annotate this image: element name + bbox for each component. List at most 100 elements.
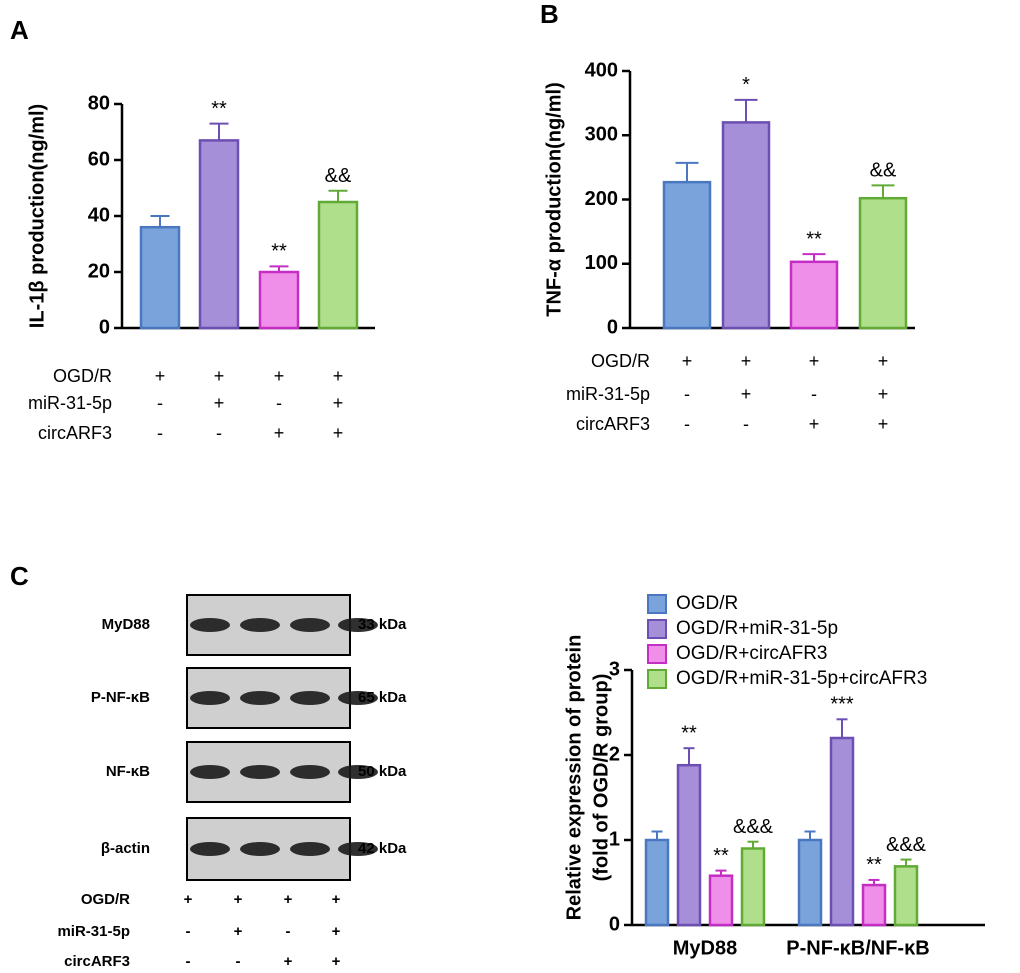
blot-band [190,618,230,632]
bar [858,196,908,330]
condition-sign: + [333,366,344,386]
condition-sign: + [332,953,341,970]
blot-size-label: 50 kDa [358,763,407,780]
condition-sign: + [878,351,889,371]
annotation: ** [681,722,697,744]
condition-label: circARF3 [64,953,130,970]
condition-sign: - [743,414,749,434]
blot-band [338,691,378,705]
blot-band [338,618,378,632]
blot-size-label: 65 kDa [358,689,407,706]
annotation: ** [713,845,729,867]
annotation: ** [211,98,227,120]
blot-band [338,765,378,779]
annotation: ** [271,241,287,263]
condition-sign: - [186,953,191,970]
blot-band [240,691,280,705]
condition-sign: + [333,393,344,413]
bar [662,180,712,330]
y-axis-label: (fold of OGD/R group) [590,674,612,882]
bar [861,883,887,927]
annotation: ** [806,228,822,250]
bar [829,736,855,927]
bar [139,225,181,330]
annotation: && [870,160,897,182]
blot-row-label: NF-κB [106,763,150,780]
condition-label: miR-31-5p [28,393,112,413]
bar [797,838,823,927]
condition-sign: + [682,351,693,371]
x-tick-label: P-NF-κB/NF-κB [786,937,929,959]
y-tick-label: 0 [607,316,618,338]
condition-label: circARF3 [38,423,112,443]
condition-sign: + [878,384,889,404]
panel-label: B [540,0,559,29]
panel-label: C [10,561,29,591]
condition-sign: + [284,891,293,908]
condition-sign: - [157,393,163,413]
condition-label: OGD/R [81,891,130,908]
annotation: ** [866,854,882,876]
y-tick-label: 0 [609,913,620,935]
blot-band [290,691,330,705]
blot-band [190,691,230,705]
y-tick-label: 300 [585,124,618,146]
condition-sign: + [284,953,293,970]
legend-label: OGD/R+miR-31-5p+circAFR3 [676,668,927,689]
condition-label: circARF3 [576,414,650,434]
y-axis-label: IL-1β production(ng/ml) [26,104,48,328]
blot-row-label: P-NF-κB [91,689,150,706]
y-tick-label: 2 [609,743,620,765]
condition-sign: + [809,414,820,434]
y-tick-label: 40 [88,204,110,226]
blot-row-label: β-actin [101,840,150,857]
y-tick-label: 0 [99,316,110,338]
condition-sign: + [274,366,285,386]
y-axis-label: Relative expression of protein [563,635,585,921]
y-axis-label: TNF-α production(ng/ml) [543,82,565,316]
blot-band [290,765,330,779]
y-tick-label: 20 [88,260,110,282]
y-tick-label: 200 [585,188,618,210]
legend-swatch [647,619,667,639]
condition-sign: + [214,393,225,413]
legend-swatch [647,594,667,614]
condition-sign: + [741,351,752,371]
annotation: && [325,165,352,187]
condition-sign: + [809,351,820,371]
bar [198,139,240,330]
bar [893,865,919,927]
condition-sign: - [236,953,241,970]
condition-sign: - [186,923,191,940]
condition-sign: + [234,891,243,908]
condition-sign: - [811,384,817,404]
blot-band [290,842,330,856]
y-tick-label: 400 [585,59,618,81]
bar [789,260,839,330]
condition-sign: - [276,393,282,413]
annotation: &&& [733,816,774,838]
condition-label: miR-31-5p [566,384,650,404]
y-tick-label: 3 [609,658,620,680]
condition-sign: + [214,366,225,386]
blot-size-label: 42 kDa [358,840,407,857]
legend-swatch [647,644,667,664]
condition-sign: + [332,891,341,908]
bar [740,847,766,927]
condition-sign: - [157,423,163,443]
condition-sign: + [741,384,752,404]
condition-sign: - [684,384,690,404]
condition-sign: - [286,923,291,940]
condition-sign: - [684,414,690,434]
condition-sign: + [184,891,193,908]
y-tick-label: 100 [585,252,618,274]
blot-band [240,765,280,779]
condition-sign: + [274,423,285,443]
annotation: *** [830,694,854,716]
legend-label: OGD/R [676,593,738,614]
annotation: &&& [886,834,927,856]
panel-label: A [10,15,29,45]
blot-band [190,842,230,856]
condition-sign: + [234,923,243,940]
